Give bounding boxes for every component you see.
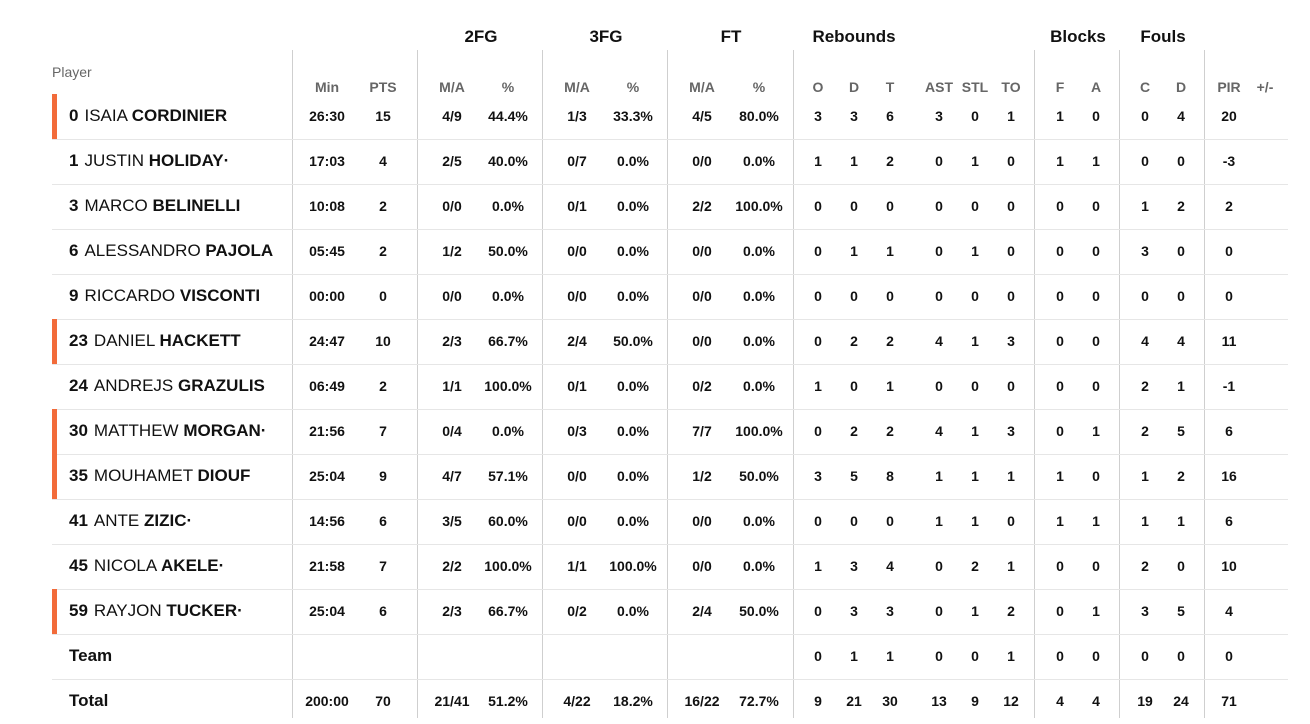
row-divider — [52, 184, 1288, 185]
player-name[interactable]: 45 NICOLA AKELE· — [69, 556, 224, 576]
row-divider — [52, 229, 1288, 230]
player-last-name: Team — [69, 646, 113, 665]
player-number: 59 — [69, 601, 88, 620]
player-name[interactable]: 41 ANTE ZIZIC· — [69, 511, 192, 531]
player-number: 30 — [69, 421, 88, 440]
player-first-name: ANDREJS — [93, 376, 178, 395]
player-row: 1 JUSTIN HOLIDAY· 17:03 4 2/5 40.0% 0/7 0.0% 0/0… — [69, 151, 1236, 171]
player-name[interactable]: 9 RICCARDO VISCONTI — [69, 286, 260, 306]
player-first-name: RAYJON — [93, 601, 167, 620]
player-first-name: ISAIA — [84, 106, 132, 125]
player-first-name: NICOLA — [93, 556, 162, 575]
row-divider — [52, 364, 1288, 365]
player-name[interactable]: 1 JUSTIN HOLIDAY· — [69, 151, 229, 171]
player-last-name: HACKETT — [159, 331, 241, 350]
player-row: 30 MATTHEW MORGAN· 21:56 7 0/4 0.0% 0/3 0.0% 7/7… — [0, 409, 1310, 454]
column-divider — [793, 50, 794, 718]
player-last-name: TUCKER· — [166, 601, 243, 620]
row-divider — [52, 499, 1288, 500]
player-column-header: Player — [52, 64, 92, 80]
row-divider — [52, 544, 1288, 545]
player-number: 45 — [69, 556, 88, 575]
player-name[interactable]: 23 DANIEL HACKETT — [69, 331, 241, 351]
player-last-name: CORDINIER — [131, 106, 228, 125]
player-number: 23 — [69, 331, 88, 350]
row-divider — [52, 679, 1288, 680]
row-divider — [52, 634, 1288, 635]
player-row: 3 MARCO BELINELLI 10:08 2 0/0 0.0% 0/1 0.0% 2/2 1… — [69, 196, 1233, 216]
player-row: 24 ANDREJS GRAZULIS 06:49 2 1/1 100.0% 0/1 0.0%… — [69, 376, 1236, 396]
column-divider — [1119, 50, 1120, 718]
player-row: 6 ALESSANDRO PAJOLA 05:45 2 1/2 50.0% 0/0 0.0% 0… — [69, 241, 1233, 261]
row-divider — [52, 454, 1288, 455]
player-number: 0 — [69, 106, 79, 125]
player-name[interactable]: Total — [69, 691, 108, 711]
player-row: 59 RAYJON TUCKER· 25:04 6 2/3 66.7% 0/2 0.0% 2/4… — [0, 589, 1310, 634]
player-row: 9 RICCARDO VISCONTI 00:00 0 0/0 0.0% 0/0 0.0% 0/… — [69, 286, 1233, 306]
column-divider — [1204, 50, 1205, 718]
player-row: 0 ISAIA CORDINIER 26:30 15 4/9 44.4% 1/3 33.3% 4… — [0, 94, 1310, 139]
player-number: 6 — [69, 241, 79, 260]
player-last-name: GRAZULIS — [178, 376, 265, 395]
player-number: 9 — [69, 286, 79, 305]
player-last-name: PAJOLA — [205, 241, 274, 260]
row-divider — [52, 409, 1288, 410]
player-last-name: DIOUF — [197, 466, 251, 485]
player-name[interactable]: 59 RAYJON TUCKER· — [69, 601, 243, 621]
player-last-name: VISCONTI — [179, 286, 261, 305]
starter-indicator — [52, 454, 57, 499]
player-row: Total 200:00 70 21/41 51.2% 4/22 18.2% 16/22 72.… — [69, 691, 1237, 711]
starter-indicator — [52, 319, 57, 364]
starter-indicator — [52, 94, 57, 139]
player-row: 23 DANIEL HACKETT 24:47 10 2/3 66.7% 2/4 50.0% 0… — [0, 319, 1310, 364]
player-name[interactable]: 6 ALESSANDRO PAJOLA — [69, 241, 273, 261]
player-first-name: MOUHAMET — [93, 466, 198, 485]
column-divider — [417, 50, 418, 718]
player-last-name: BELINELLI — [152, 196, 241, 215]
player-name[interactable]: 0 ISAIA CORDINIER — [69, 106, 227, 126]
player-row: 35 MOUHAMET DIOUF 25:04 9 4/7 57.1% 0/0 0.0% 1/2… — [0, 454, 1310, 499]
player-number: 41 — [69, 511, 88, 530]
player-first-name: JUSTIN — [84, 151, 149, 170]
row-divider — [52, 319, 1288, 320]
starter-indicator — [52, 589, 57, 634]
player-name[interactable]: 30 MATTHEW MORGAN· — [69, 421, 266, 441]
player-name[interactable]: 24 ANDREJS GRAZULIS — [69, 376, 265, 396]
player-first-name: ALESSANDRO — [84, 241, 206, 260]
player-first-name: DANIEL — [93, 331, 160, 350]
player-row: Team 0 1 1 0 0 1 0 0 0 0 0 — [69, 646, 1233, 666]
player-first-name: ANTE — [93, 511, 144, 530]
row-divider — [52, 139, 1288, 140]
column-divider — [542, 50, 543, 718]
player-name[interactable]: 35 MOUHAMET DIOUF — [69, 466, 250, 486]
column-divider — [667, 50, 668, 718]
player-first-name: RICCARDO — [84, 286, 180, 305]
player-last-name: AKELE· — [161, 556, 225, 575]
starter-indicator — [52, 409, 57, 454]
player-first-name: MARCO — [84, 196, 153, 215]
row-divider — [52, 274, 1288, 275]
player-name[interactable]: Team — [69, 646, 112, 666]
player-last-name: ZIZIC· — [143, 511, 193, 530]
player-last-name: HOLIDAY· — [148, 151, 230, 170]
player-last-name: MORGAN· — [183, 421, 267, 440]
column-divider — [292, 50, 293, 718]
player-number: 1 — [69, 151, 79, 170]
player-number: 24 — [69, 376, 88, 395]
player-name[interactable]: 3 MARCO BELINELLI — [69, 196, 240, 216]
player-row: 41 ANTE ZIZIC· 14:56 6 3/5 60.0% 0/0 0.0% 0/0 0.0… — [69, 511, 1233, 531]
row-divider — [52, 589, 1288, 590]
player-row: 45 NICOLA AKELE· 21:58 7 2/2 100.0% 1/1 100.0% 0… — [69, 556, 1237, 576]
player-number: 35 — [69, 466, 88, 485]
player-first-name: MATTHEW — [93, 421, 184, 440]
player-last-name: Total — [69, 691, 109, 710]
column-divider — [1034, 50, 1035, 718]
player-number: 3 — [69, 196, 79, 215]
